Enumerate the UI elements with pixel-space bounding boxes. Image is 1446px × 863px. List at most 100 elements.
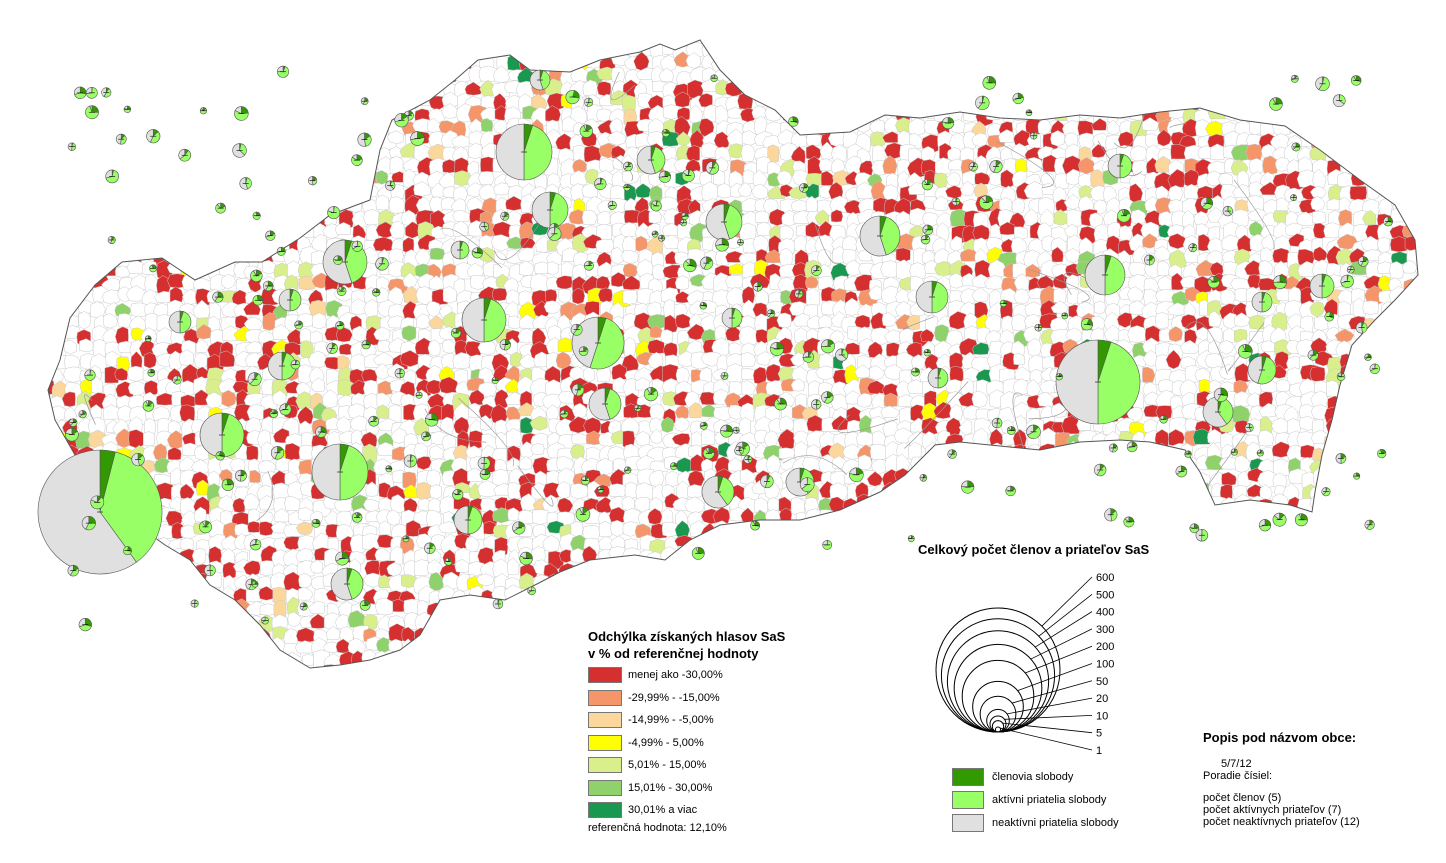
membership-pie — [1238, 344, 1253, 359]
deviation-swatch — [588, 712, 622, 728]
membership-pie — [335, 551, 350, 566]
membership-pie — [269, 409, 279, 418]
size-legend-leader — [1017, 663, 1093, 692]
membership-pie — [1184, 450, 1192, 458]
membership-pie — [683, 258, 697, 273]
membership-pie — [624, 466, 632, 474]
membership-pie — [415, 391, 423, 399]
membership-pie — [115, 133, 127, 145]
deviation-label: 5,01% - 15,00% — [628, 759, 707, 771]
membership-pie — [982, 76, 997, 90]
membership-pie — [1123, 516, 1135, 528]
membership-pie — [299, 602, 308, 611]
membership-pie — [1012, 92, 1024, 105]
membership-pie — [394, 113, 409, 128]
membership-pie — [565, 89, 580, 105]
member-legend-item: členovia slobody — [952, 767, 1073, 787]
membership-pie — [811, 265, 822, 276]
size-legend-circle — [994, 726, 1002, 733]
membership-pie — [942, 116, 955, 130]
membership-pie — [335, 321, 345, 331]
membership-pie — [450, 240, 470, 260]
membership-pie — [769, 341, 784, 356]
membership-pie — [78, 410, 87, 419]
size-legend-value: 500 — [1096, 589, 1114, 601]
membership-pie — [991, 417, 1003, 429]
size-legend-leader — [1006, 697, 1093, 715]
membership-pie — [821, 391, 834, 404]
membership-pie — [1230, 448, 1238, 456]
membership-pie — [252, 294, 264, 306]
membership-pie — [705, 203, 743, 241]
size-legend-circles: 600 500 400 300 200 100 50 20 10 5 1 — [935, 572, 1114, 757]
deviation-legend: Odchýlka získaných hlasov SaS v % od ref… — [588, 628, 848, 834]
membership-pie — [737, 239, 744, 246]
membership-pie — [799, 183, 809, 193]
membership-pie — [315, 426, 327, 438]
membership-pie — [1034, 323, 1043, 332]
membership-pie — [527, 586, 536, 596]
membership-pie — [495, 123, 553, 181]
membership-pie — [261, 616, 269, 625]
membership-pie — [580, 476, 590, 486]
membership-pie — [594, 177, 607, 191]
size-legend-value: 1 — [1096, 745, 1102, 757]
member-label: členovia slobody — [992, 771, 1074, 783]
membership-pie — [450, 327, 462, 339]
membership-pie — [1290, 194, 1297, 202]
membership-pie — [351, 154, 363, 166]
membership-pie — [107, 236, 116, 244]
membership-pie — [131, 452, 145, 467]
membership-pie — [701, 475, 735, 509]
membership-pie — [359, 599, 371, 611]
membership-pie — [927, 367, 949, 389]
membership-pie — [1350, 75, 1362, 86]
membership-pie — [1108, 443, 1118, 453]
membership-pie — [212, 291, 224, 303]
membership-pie — [361, 340, 371, 350]
membership-pie — [84, 369, 96, 381]
membership-pie — [1126, 441, 1138, 453]
deviation-legend-item: -14,99% - -5,00% — [588, 711, 714, 729]
membership-pie — [477, 456, 491, 470]
membership-pie — [1189, 523, 1200, 534]
membership-pie — [680, 219, 688, 227]
size-legend-value: 100 — [1096, 659, 1114, 671]
membership-pie — [444, 557, 453, 566]
membership-pie — [766, 309, 776, 318]
membership-pie — [368, 415, 379, 427]
size-legend-leader — [1011, 680, 1093, 704]
membership-pie — [424, 542, 436, 554]
membership-pie — [247, 372, 262, 387]
membership-pie — [421, 431, 431, 442]
membership-pie — [394, 368, 405, 379]
membership-pie — [734, 445, 744, 456]
membership-pie — [1006, 426, 1016, 435]
size-legend-value: 600 — [1096, 572, 1114, 584]
membership-pie — [961, 480, 975, 494]
membership-pie — [492, 598, 504, 610]
membership-pie — [279, 403, 292, 416]
membership-pie — [491, 376, 499, 384]
membership-pie — [479, 469, 491, 480]
membership-pie — [583, 260, 594, 271]
membership-pie — [172, 375, 182, 385]
membership-pie — [1026, 424, 1041, 439]
membership-pie — [1213, 387, 1229, 402]
size-legend-value: 300 — [1096, 624, 1114, 636]
membership-pie — [578, 346, 589, 356]
membership-pie — [669, 462, 678, 470]
membership-pie — [235, 469, 247, 482]
membership-pie — [372, 288, 381, 297]
membership-pie — [402, 535, 410, 543]
membership-pie — [1315, 76, 1330, 92]
membership-pie — [531, 191, 569, 229]
membership-pie — [290, 359, 301, 370]
membership-pie — [262, 280, 274, 292]
membership-pie — [294, 320, 304, 330]
membership-pie — [1335, 453, 1347, 464]
size-legend-circle — [953, 643, 1043, 733]
membership-pie — [721, 307, 743, 329]
size-legend-value: 400 — [1096, 607, 1114, 619]
